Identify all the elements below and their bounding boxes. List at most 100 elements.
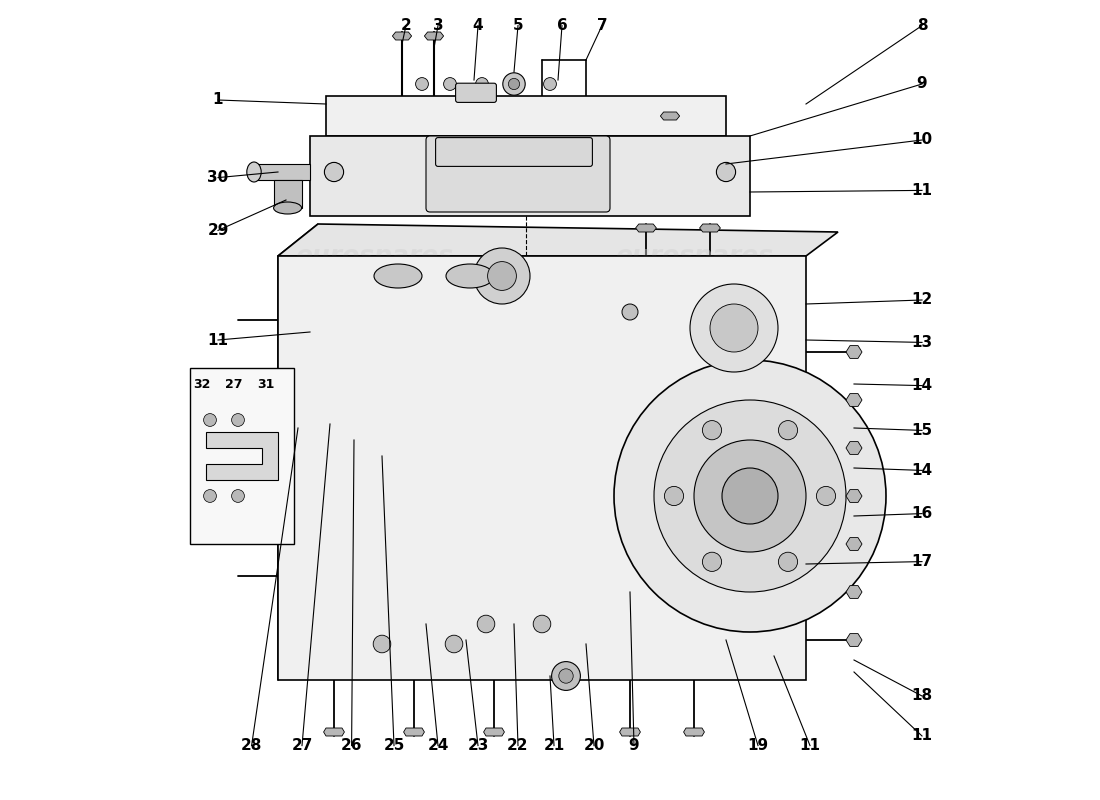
Circle shape: [614, 360, 886, 632]
Ellipse shape: [274, 202, 301, 214]
Circle shape: [703, 552, 722, 571]
Circle shape: [503, 73, 525, 95]
Polygon shape: [274, 180, 302, 208]
Circle shape: [694, 440, 806, 552]
Circle shape: [621, 304, 638, 320]
Polygon shape: [278, 224, 318, 680]
Circle shape: [710, 304, 758, 352]
FancyBboxPatch shape: [190, 368, 294, 544]
Circle shape: [475, 78, 488, 90]
Polygon shape: [484, 728, 505, 736]
Ellipse shape: [246, 162, 261, 182]
Text: 28: 28: [241, 738, 262, 753]
Polygon shape: [404, 728, 425, 736]
Text: 4: 4: [473, 18, 483, 33]
Circle shape: [703, 421, 722, 440]
Circle shape: [508, 78, 519, 90]
Polygon shape: [846, 490, 862, 502]
Polygon shape: [846, 634, 862, 646]
Circle shape: [816, 486, 836, 506]
Text: 29: 29: [207, 223, 229, 238]
Text: 30: 30: [208, 170, 229, 185]
Polygon shape: [846, 538, 862, 550]
Polygon shape: [636, 224, 657, 232]
Circle shape: [477, 615, 495, 633]
Polygon shape: [254, 164, 310, 180]
Circle shape: [232, 490, 244, 502]
Polygon shape: [683, 728, 704, 736]
Text: 27: 27: [292, 738, 312, 753]
Circle shape: [543, 78, 557, 90]
Ellipse shape: [446, 264, 494, 288]
Circle shape: [559, 669, 573, 683]
Text: eurospares: eurospares: [615, 244, 773, 268]
FancyBboxPatch shape: [426, 136, 610, 212]
Polygon shape: [425, 32, 443, 40]
Polygon shape: [326, 96, 726, 136]
Text: 10: 10: [912, 133, 933, 147]
Text: 15: 15: [912, 423, 933, 438]
Text: 8: 8: [916, 18, 927, 33]
FancyBboxPatch shape: [455, 83, 496, 102]
Text: 27: 27: [226, 378, 243, 390]
FancyBboxPatch shape: [436, 138, 593, 166]
Text: 21: 21: [543, 738, 564, 753]
Circle shape: [474, 248, 530, 304]
Ellipse shape: [374, 264, 422, 288]
Text: 12: 12: [912, 293, 933, 307]
Text: 18: 18: [912, 689, 933, 703]
Circle shape: [690, 284, 778, 372]
Polygon shape: [700, 224, 720, 232]
Circle shape: [443, 78, 456, 90]
Text: 7: 7: [596, 18, 607, 33]
Circle shape: [373, 635, 390, 653]
Text: 3: 3: [432, 18, 443, 33]
Circle shape: [779, 552, 798, 571]
Circle shape: [324, 162, 343, 182]
Text: eurospares: eurospares: [295, 244, 453, 268]
Text: 20: 20: [583, 738, 605, 753]
Text: 31: 31: [257, 378, 275, 390]
Polygon shape: [278, 256, 806, 680]
Text: eurospares: eurospares: [295, 532, 453, 556]
Text: 32: 32: [194, 378, 211, 390]
Text: 13: 13: [912, 335, 933, 350]
Text: 2: 2: [400, 18, 411, 33]
Circle shape: [664, 486, 683, 506]
Polygon shape: [846, 442, 862, 454]
Circle shape: [654, 400, 846, 592]
Text: 22: 22: [507, 738, 529, 753]
Text: 23: 23: [468, 738, 488, 753]
Text: 11: 11: [912, 183, 933, 198]
Polygon shape: [278, 224, 838, 256]
Circle shape: [779, 421, 798, 440]
Text: 9: 9: [629, 738, 639, 753]
Polygon shape: [310, 136, 750, 216]
Polygon shape: [846, 394, 862, 406]
Circle shape: [507, 78, 520, 90]
Text: 16: 16: [912, 506, 933, 521]
Circle shape: [722, 468, 778, 524]
Circle shape: [487, 262, 516, 290]
Polygon shape: [846, 586, 862, 598]
Polygon shape: [323, 728, 344, 736]
Circle shape: [232, 414, 244, 426]
Text: 26: 26: [341, 738, 362, 753]
Text: 14: 14: [912, 463, 933, 478]
Text: 6: 6: [557, 18, 568, 33]
Text: 11: 11: [208, 333, 229, 347]
Text: 25: 25: [383, 738, 405, 753]
Circle shape: [204, 490, 217, 502]
Text: 14: 14: [912, 378, 933, 393]
Circle shape: [446, 635, 463, 653]
Text: 5: 5: [513, 18, 524, 33]
Polygon shape: [393, 32, 411, 40]
Circle shape: [551, 662, 581, 690]
Text: 24: 24: [427, 738, 449, 753]
Text: 9: 9: [916, 77, 927, 91]
Text: 11: 11: [912, 729, 933, 743]
Polygon shape: [660, 112, 680, 120]
Polygon shape: [206, 432, 278, 480]
Polygon shape: [846, 346, 862, 358]
Circle shape: [204, 414, 217, 426]
